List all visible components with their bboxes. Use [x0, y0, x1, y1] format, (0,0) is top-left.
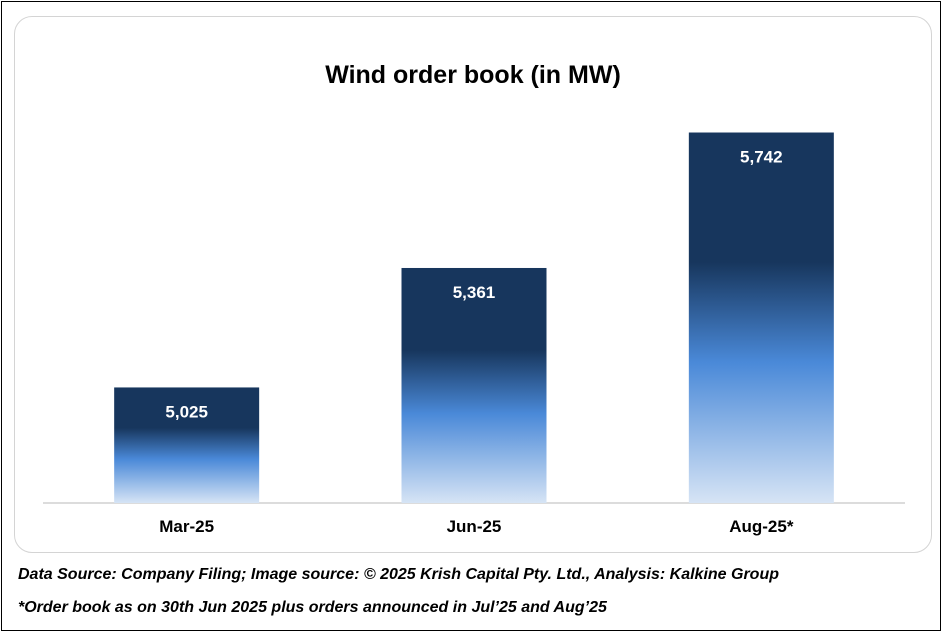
bar-jun-25: [401, 267, 547, 503]
x-tick-label: Jun-25: [447, 517, 502, 536]
data-label: 5,742: [740, 148, 783, 167]
x-tick-label: Aug-25*: [729, 517, 794, 536]
data-label: 5,361: [453, 283, 496, 302]
x-tick-label: Mar-25: [159, 517, 214, 536]
data-label: 5,025: [165, 402, 208, 421]
bar-mar-25: [114, 387, 260, 503]
order-book-footnote: *Order book as on 30th Jun 2025 plus ord…: [18, 599, 607, 616]
data-source-note: Data Source: Company Filing; Image sourc…: [18, 566, 779, 583]
bar-chart: 5,025 Mar-25 5,361 Jun-25 5,742 Aug-25*: [43, 132, 905, 536]
bar-aug-25: [688, 132, 834, 503]
chart-card: Wind order book (in MW) 5,025 Mar-25 5,361…: [14, 16, 932, 553]
chart-title: Wind order book (in MW): [325, 61, 621, 89]
